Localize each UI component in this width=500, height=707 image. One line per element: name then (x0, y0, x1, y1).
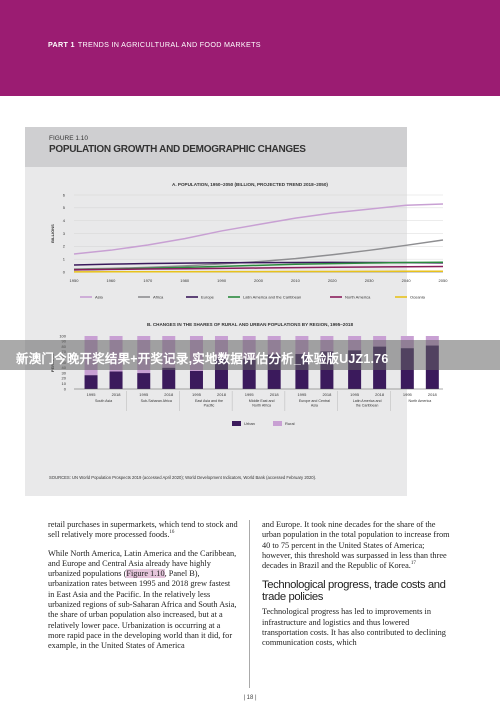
legend-label: Oceania (410, 295, 426, 300)
x-tick-label: 2040 (402, 278, 412, 283)
bar-urban (137, 373, 151, 389)
x-tick-label: 2030 (365, 278, 375, 283)
y-tick-label: 0 (64, 386, 67, 391)
section-title: TRENDS IN AGRICULTURAL AND FOOD MARKETS (77, 40, 261, 49)
paragraph-text: While North America, Latin America and t… (48, 548, 237, 579)
section-heading: PART 1 TRENDS IN AGRICULTURAL AND FOOD MA… (48, 40, 261, 49)
paragraph-text: retail purchases in supermarkets, which … (48, 520, 238, 540)
figure-label: FIGURE 1.10 (49, 135, 89, 142)
figure-source: SOURCES: UN World Population Prospects 2… (49, 475, 317, 480)
x-tick-label: 1995 (403, 392, 413, 397)
legend-swatch (273, 421, 282, 426)
group-label: the Caribbean (356, 404, 379, 408)
group-label: North Africa (252, 404, 271, 408)
x-tick-label: 1960 (106, 278, 116, 283)
y-tick-label: 0 (63, 269, 66, 274)
x-tick-label: 1995 (245, 392, 255, 397)
legend-label: Asia (95, 295, 104, 300)
overlay-banner: 新澳门今晚开奖结果+开奖记录,实地数据评估分析_体验版UJZ1.76 (0, 340, 500, 370)
body-column-right: and Europe. It took nine decades for the… (262, 520, 452, 657)
x-tick-label: 1980 (180, 278, 190, 283)
y-axis-label: BILLIONS (50, 224, 55, 243)
group-label: Sub-Saharan Africa (141, 399, 172, 403)
x-tick-label: 2020 (328, 278, 338, 283)
bar-urban (162, 367, 176, 389)
paragraph: Technological progress has led to improv… (262, 607, 446, 648)
y-tick-label: 100 (59, 333, 66, 338)
legend-label: Latin America and the Caribbean (243, 295, 301, 300)
footnote-ref[interactable]: 17 (410, 561, 416, 567)
figure-panel: FIGURE 1.10 POPULATION GROWTH AND DEMOGR… (25, 127, 407, 496)
x-tick-label: 2018 (217, 392, 227, 397)
x-tick-label: 1950 (70, 278, 80, 283)
group-label: Pacific (204, 404, 215, 408)
x-tick-label: 1970 (143, 278, 153, 283)
x-tick-label: 2018 (375, 392, 385, 397)
x-tick-label: 1995 (297, 392, 307, 397)
y-tick-label: 30 (62, 370, 67, 375)
x-tick-label: 1990 (217, 278, 227, 283)
footnote-ref[interactable]: 16 (169, 530, 175, 536)
paragraph: While North America, Latin America and t… (48, 549, 238, 652)
bar-urban (84, 375, 98, 389)
x-tick-label: 2018 (322, 392, 332, 397)
y-tick-label: 20 (62, 376, 67, 381)
series-line-north-america (73, 265, 444, 271)
x-tick-label: 1995 (350, 392, 360, 397)
series-line-asia (73, 203, 444, 255)
x-tick-label: 2018 (112, 392, 122, 397)
figure-title: POPULATION GROWTH AND DEMOGRAPHIC CHANGE… (49, 144, 306, 155)
chart-title: A. POPULATION, 1950–2050 (BILLION, PROJE… (172, 182, 328, 187)
x-tick-label: 1995 (87, 392, 97, 397)
group-label: North America (408, 399, 431, 403)
bar-urban (189, 370, 203, 389)
banner-text: 新澳门今晚开奖结果+开奖记录,实地数据评估分析_体验版UJZ1.76 (16, 352, 389, 366)
y-tick-label: 6 (63, 192, 66, 197)
subsection-heading: Technological progress, trade costs and … (262, 579, 446, 604)
column-divider (249, 520, 250, 688)
group-label: Latin America and (353, 399, 382, 403)
x-tick-label: 2010 (291, 278, 301, 283)
part-label: PART 1 (48, 40, 75, 49)
series-line-africa (73, 239, 444, 270)
y-tick-label: 10 (62, 381, 67, 386)
chart-title: B. CHANGES IN THE SHARES OF RURAL AND UR… (147, 322, 354, 327)
legend-swatch (232, 421, 241, 426)
paragraph: retail purchases in supermarkets, which … (48, 520, 238, 541)
y-tick-label: 3 (63, 231, 66, 236)
series-line-oceania (73, 270, 443, 273)
y-tick-label: 2 (63, 244, 66, 249)
y-tick-label: 4 (63, 218, 66, 223)
figure-link[interactable]: Figure 1.10 (126, 569, 165, 579)
page-number: | 18 | (243, 695, 257, 701)
x-tick-label: 2018 (270, 392, 280, 397)
group-label: South Asia (95, 399, 112, 403)
x-tick-label: 2018 (428, 392, 438, 397)
paragraph: and Europe. It took nine decades for the… (262, 520, 452, 571)
legend-label: Rural (285, 421, 295, 426)
legend-label: Europe (201, 295, 215, 300)
group-label: Asia (311, 404, 318, 408)
legend-label: Africa (153, 295, 164, 300)
x-tick-label: 1995 (192, 392, 202, 397)
group-label: Middle East and (249, 399, 275, 403)
figure-title-bar: FIGURE 1.10 POPULATION GROWTH AND DEMOGR… (25, 127, 407, 167)
body-column-left: retail purchases in supermarkets, which … (48, 520, 238, 660)
paragraph-text: , Panel B), urbanization rates between 1… (48, 569, 237, 651)
x-tick-label: 2000 (254, 278, 264, 283)
page-header: PART 1 TRENDS IN AGRICULTURAL AND FOOD MA… (0, 0, 500, 96)
y-tick-label: 5 (63, 205, 66, 210)
paragraph-text: and Europe. It took nine decades for the… (262, 520, 450, 571)
group-label: East Asia and the (195, 399, 223, 403)
group-label: Europe and Central (299, 399, 330, 403)
x-tick-label: 2050 (439, 278, 449, 283)
y-tick-label: 1 (63, 257, 66, 262)
legend-label: North America (345, 295, 371, 300)
x-tick-label: 1995 (139, 392, 149, 397)
x-tick-label: 2018 (164, 392, 174, 397)
bar-urban (109, 371, 123, 389)
legend-label: Urban (244, 421, 255, 426)
